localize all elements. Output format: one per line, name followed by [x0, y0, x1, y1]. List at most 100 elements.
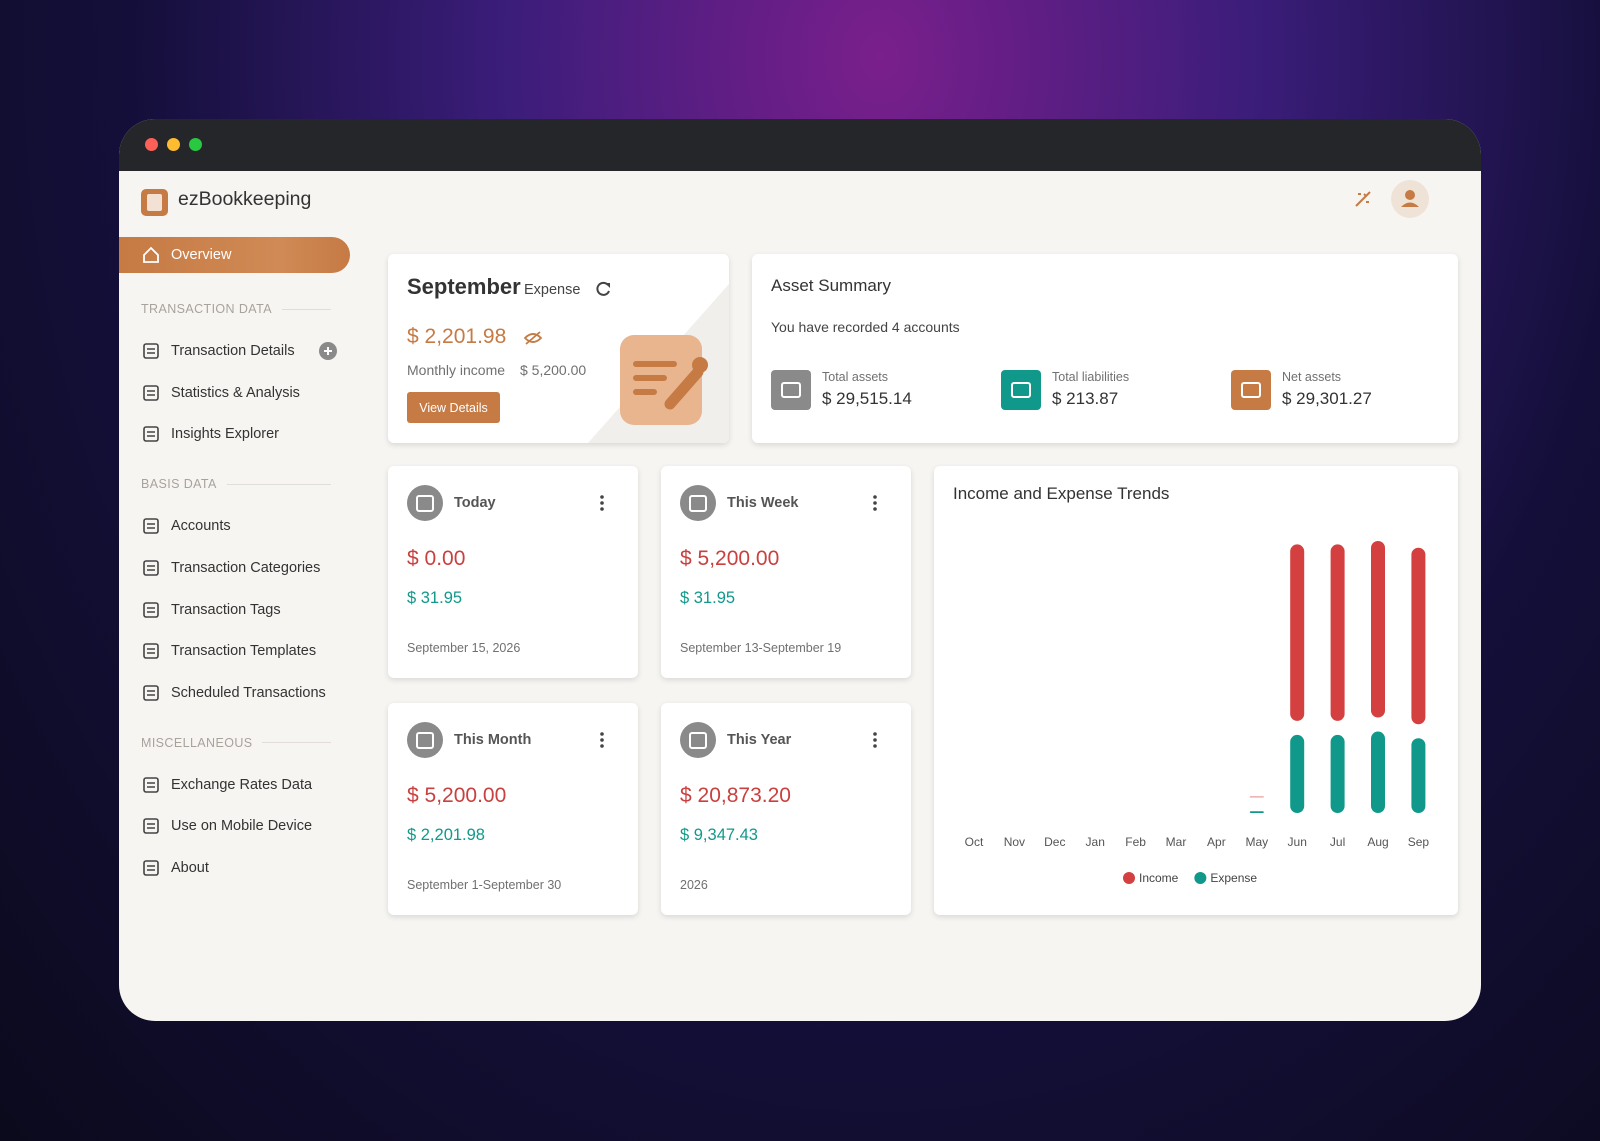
bar-segment[interactable] — [1249, 811, 1264, 813]
nav-icon — [143, 860, 159, 876]
bar-segment[interactable] — [1330, 544, 1345, 721]
more-menu[interactable] — [871, 494, 879, 512]
period-card: This Year $ 20,873.20 $ 9,347.43 2026 — [661, 703, 911, 915]
period-income: $ 20,873.20 — [680, 784, 791, 807]
nav-item[interactable]: Scheduled Transactions — [119, 678, 349, 708]
hide-icon[interactable] — [523, 330, 543, 346]
icon-shape — [143, 426, 159, 443]
nav-item[interactable]: Transaction Tags — [119, 595, 349, 625]
menu-dot — [600, 507, 604, 511]
app-logo — [141, 189, 168, 216]
close-dot[interactable] — [145, 138, 158, 151]
nav-item[interactable]: Use on Mobile Device — [119, 811, 349, 841]
period-income: $ 5,200.00 — [680, 547, 780, 570]
bar-segment[interactable] — [1411, 547, 1426, 725]
nav-label: Exchange Rates Data — [171, 776, 313, 793]
menu-dot — [600, 732, 604, 736]
x-tick-label: Nov — [1004, 835, 1025, 849]
asset-summary-card: Asset Summary You have recorded 4 accoun… — [752, 254, 1458, 443]
menu-dot — [873, 744, 877, 748]
income-label: Monthly income — [407, 362, 506, 378]
period-expense: $ 31.95 — [680, 589, 736, 607]
icon-shape — [143, 559, 159, 576]
nav-item[interactable]: Statistics & Analysis — [119, 378, 349, 408]
x-tick-label: Jan — [1086, 835, 1105, 849]
bar-segment[interactable] — [1249, 796, 1264, 798]
nav-item[interactable]: Insights Explorer — [119, 419, 349, 449]
nav-overview[interactable]: Overview — [119, 237, 350, 273]
section-header: BASIS DATA — [141, 477, 331, 491]
x-tick-label: Apr — [1207, 835, 1226, 849]
minimize-dot[interactable] — [167, 138, 180, 151]
period-icon — [407, 485, 443, 521]
month: September — [407, 274, 521, 299]
icon-bg — [1001, 370, 1041, 410]
icon-glyph — [416, 732, 434, 749]
x-tick-label: Oct — [965, 835, 984, 849]
more-menu[interactable] — [598, 494, 606, 512]
icon-glyph — [689, 495, 707, 512]
icon-shape — [143, 643, 159, 659]
menu-dot — [873, 738, 877, 742]
theme-toggle[interactable] — [1352, 188, 1374, 210]
nav-item[interactable]: Transaction Details — [119, 336, 349, 366]
nav-item[interactable]: Exchange Rates Data — [119, 770, 349, 800]
bar-segment[interactable] — [1371, 541, 1385, 718]
icon-bg — [407, 722, 443, 758]
section-title: TRANSACTION DATA — [141, 302, 272, 316]
bar-segment[interactable] — [1290, 734, 1305, 813]
asset-value: $ 213.87 — [1052, 389, 1119, 408]
icon-shape — [143, 818, 159, 835]
nav-label: Statistics & Analysis — [171, 384, 300, 401]
bar-segment[interactable] — [1330, 734, 1345, 813]
legend-swatch[interactable] — [1123, 872, 1135, 884]
more-menu[interactable] — [598, 731, 606, 749]
legend-label[interactable]: Income — [1139, 871, 1179, 885]
user-avatar[interactable] — [1391, 180, 1429, 218]
bar-segment[interactable] — [1290, 544, 1305, 721]
nav-icon — [143, 818, 159, 835]
icon-bg — [1231, 370, 1271, 410]
legend-label[interactable]: Expense — [1210, 871, 1257, 885]
view-details-button[interactable]: View Details — [407, 392, 500, 423]
icon-shape — [147, 690, 155, 696]
period-expense: $ 2,201.98 — [407, 826, 485, 844]
nav-label: Scheduled Transactions — [171, 684, 326, 701]
icon-glyph — [781, 382, 801, 398]
bar-segment[interactable] — [1371, 731, 1385, 813]
asset-icon — [1231, 370, 1271, 410]
period-range: 2026 — [680, 878, 708, 892]
nav-item[interactable]: Accounts — [119, 511, 349, 541]
icon-shape — [147, 389, 155, 396]
period-range: September 13-September 19 — [680, 641, 842, 655]
period-range: September 1-September 30 — [407, 878, 562, 892]
menu-dot — [873, 507, 877, 511]
refresh-icon[interactable] — [594, 280, 612, 298]
icon-shape — [147, 648, 155, 654]
bar-segment[interactable] — [1411, 738, 1426, 813]
nav-item[interactable]: About — [119, 853, 349, 883]
nav-icon — [143, 685, 159, 701]
expense-amount: $ 2,201.98 — [407, 325, 507, 348]
icon-bg — [680, 722, 716, 758]
zoom-dot[interactable] — [189, 138, 202, 151]
icon-shape — [147, 865, 155, 871]
section-title: MISCELLANEOUS — [141, 735, 253, 750]
x-tick-label: Feb — [1125, 835, 1146, 849]
asset-icon — [1001, 370, 1041, 410]
x-tick-label: Dec — [1044, 835, 1065, 849]
menu-dot — [873, 732, 877, 736]
period-icon — [407, 722, 443, 758]
nav-item[interactable]: Transaction Categories — [119, 553, 349, 583]
icon-bg — [771, 370, 811, 410]
legend-swatch[interactable] — [1194, 872, 1207, 884]
section-header: MISCELLANEOUS — [141, 736, 331, 750]
icon-shape — [147, 606, 155, 613]
asset-value: $ 29,515.14 — [822, 389, 912, 408]
icon-shape — [147, 431, 155, 438]
period-icon — [680, 485, 716, 521]
nav-item[interactable]: Transaction Templates — [119, 636, 349, 666]
add-button[interactable] — [319, 342, 337, 360]
app-name: ezBookkeeping — [178, 188, 312, 210]
more-menu[interactable] — [871, 731, 879, 749]
